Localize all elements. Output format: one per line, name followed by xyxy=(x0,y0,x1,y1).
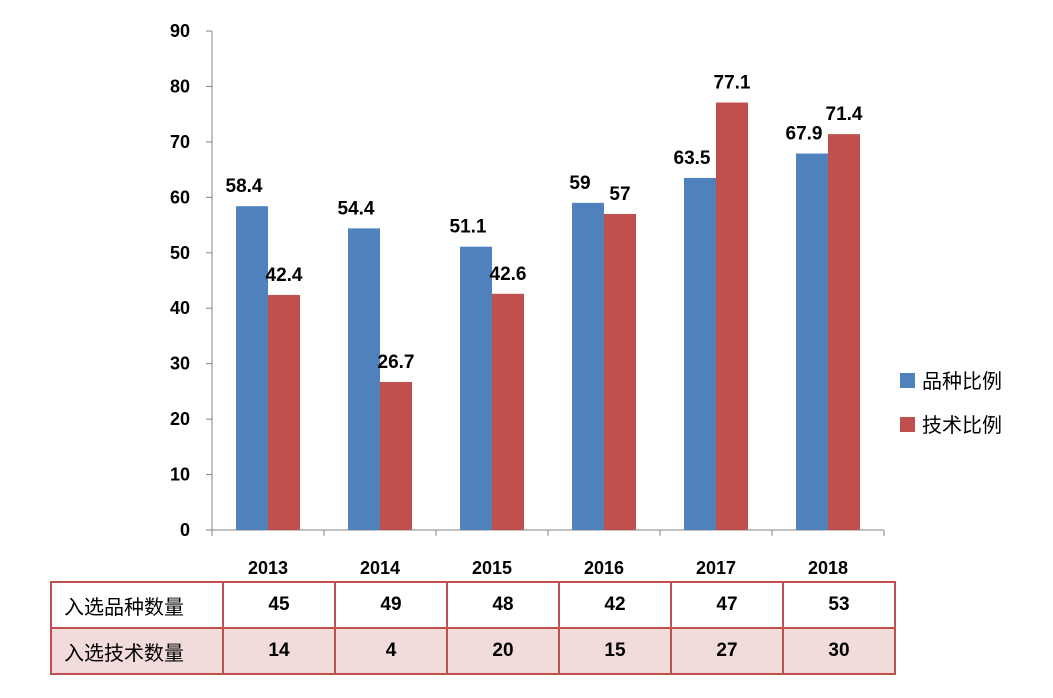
data-table: 入选品种数量 45 49 48 42 47 53 入选技术数量 14 4 20 … xyxy=(50,581,896,675)
table-cell: 15 xyxy=(558,627,672,675)
bar xyxy=(236,206,268,530)
bar xyxy=(380,381,412,530)
bar xyxy=(460,246,492,530)
row-label-varieties: 入选品种数量 xyxy=(50,581,224,629)
table-cell: 53 xyxy=(782,581,896,629)
table-cell: 4 xyxy=(334,627,448,675)
table-row-varieties: 入选品种数量 45 49 48 42 47 53 xyxy=(50,581,896,629)
y-tick-label: 20 xyxy=(170,409,190,429)
data-label: 42.6 xyxy=(490,264,527,285)
y-tick-label: 70 xyxy=(170,132,190,152)
bar xyxy=(684,177,716,530)
x-tick-label: 2018 xyxy=(808,558,848,578)
table-cell: 47 xyxy=(670,581,784,629)
data-label: 26.7 xyxy=(378,352,415,373)
table-cell: 20 xyxy=(446,627,560,675)
data-label: 71.4 xyxy=(826,104,863,125)
bars xyxy=(236,102,860,531)
data-label: 59 xyxy=(569,173,590,194)
data-label: 63.5 xyxy=(674,148,711,169)
y-tick-label: 0 xyxy=(180,520,190,540)
y-axis: 0 10 20 30 40 50 60 70 80 90 xyxy=(170,21,213,540)
table-cell: 30 xyxy=(782,627,896,675)
legend-label: 技术比例 xyxy=(922,413,1002,437)
bar xyxy=(348,228,380,531)
data-label: 51.1 xyxy=(450,217,487,238)
x-tick-label: 2014 xyxy=(360,558,400,578)
data-label: 77.1 xyxy=(714,73,751,94)
table-cell: 45 xyxy=(222,581,336,629)
table-row-technologies: 入选技术数量 14 4 20 15 27 30 xyxy=(50,627,896,675)
data-label: 54.4 xyxy=(338,198,375,219)
y-tick-label: 50 xyxy=(170,243,190,263)
x-tick-label: 2016 xyxy=(584,558,624,578)
table-cell: 14 xyxy=(222,627,336,675)
x-tick-label: 2013 xyxy=(248,558,288,578)
table-cell: 27 xyxy=(670,627,784,675)
bar-chart: 0 10 20 30 40 50 60 70 80 90 2013 2014 2015 2016 2017… xyxy=(170,21,1002,578)
y-tick-label: 40 xyxy=(170,298,190,318)
x-axis: 2013 2014 2015 2016 2017 2018 xyxy=(211,529,885,578)
bar xyxy=(268,294,300,530)
table-cell: 49 xyxy=(334,581,448,629)
bar xyxy=(604,213,636,530)
bar xyxy=(796,153,828,530)
legend-swatch xyxy=(900,373,915,388)
data-label: 67.9 xyxy=(786,124,823,145)
y-tick-label: 30 xyxy=(170,354,190,374)
bar xyxy=(492,293,524,530)
data-label: 57 xyxy=(609,184,630,205)
y-tick-label: 90 xyxy=(170,21,190,41)
bar xyxy=(716,102,748,531)
y-tick-label: 10 xyxy=(170,465,190,485)
x-tick-label: 2017 xyxy=(696,558,736,578)
y-tick-label: 80 xyxy=(170,76,190,96)
data-label: 58.4 xyxy=(226,176,263,197)
y-tick-label: 60 xyxy=(170,187,190,207)
x-tick-label: 2015 xyxy=(472,558,512,578)
bar xyxy=(572,202,604,530)
legend-label: 品种比例 xyxy=(922,369,1002,393)
table-cell: 42 xyxy=(558,581,672,629)
data-labels: 58.4 54.4 51.1 59 63.5 67.9 42.4 26.7 42.6 57 77.1… xyxy=(226,73,863,373)
legend-swatch xyxy=(900,417,915,432)
bar xyxy=(828,134,860,531)
table-cell: 48 xyxy=(446,581,560,629)
data-label: 42.4 xyxy=(266,265,303,286)
row-label-technologies: 入选技术数量 xyxy=(50,627,224,675)
